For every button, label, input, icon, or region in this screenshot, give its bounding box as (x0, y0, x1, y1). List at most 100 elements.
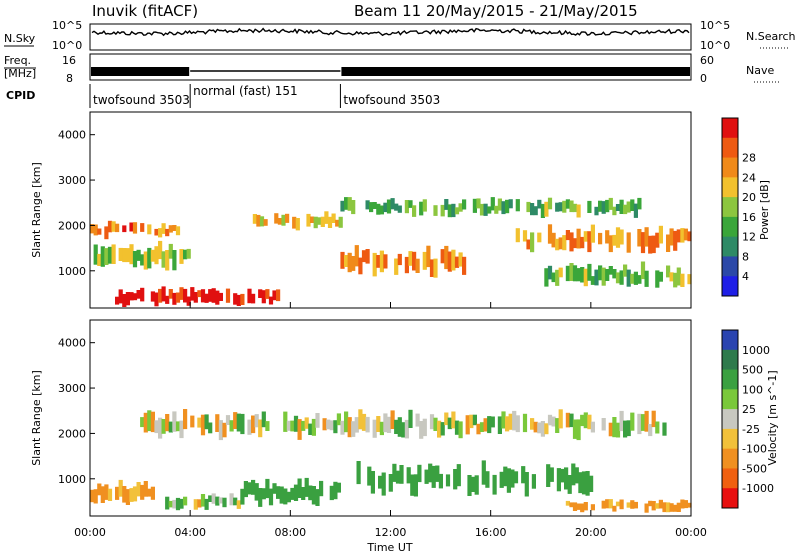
power-marks-cell-1-6 (111, 244, 116, 264)
xtick-label-2: 08:00 (274, 526, 306, 539)
power-marks-cell-6-11 (555, 238, 560, 251)
power-marks-cell-1-22 (168, 243, 173, 259)
power-marks-cell-3-29 (444, 199, 449, 210)
nsky-trace (91, 27, 690, 37)
power-marks-cell-0-1 (93, 224, 98, 236)
power-marks-cell-3-80 (626, 201, 631, 213)
power-marks-cell-7-3 (551, 272, 556, 283)
power-marks-cell-3-65 (572, 203, 578, 213)
nsky-panel-frame (89, 23, 692, 51)
vel-marks-cell-1-55 (549, 467, 554, 482)
power-marks-cell-6-45 (676, 229, 681, 243)
power-marks-cell-5-12 (383, 254, 388, 269)
vel-cbar-tick-6: -500 (742, 462, 767, 475)
vel-marks-cell-5-32 (680, 499, 685, 509)
vel-marks-cell-0-16 (197, 417, 202, 428)
power-marks-cell-6-15 (569, 232, 574, 252)
vel-marks-cell-1-44 (510, 469, 515, 488)
vel-marks-cell-0-139 (637, 413, 642, 435)
vel-marks-cell-2-0 (90, 489, 95, 503)
power-marks-cell-6-4 (530, 232, 535, 253)
vel-marks-cell-0-6 (161, 419, 166, 434)
ytick-label-2: 3000 (58, 174, 86, 187)
power-marks-cell-3-74 (605, 199, 610, 213)
power-marks-cell-2-44 (272, 290, 277, 301)
vel-marks-cell-0-86 (447, 417, 452, 430)
power-marks-cell-2-21 (190, 287, 195, 301)
vel-cbar-swatch-8 (722, 488, 738, 509)
power-marks-cell-2-24 (200, 289, 206, 303)
power-marks-cell-3-13 (386, 199, 392, 214)
power-marks-cell-6-20 (587, 231, 592, 253)
vel-marks-cell-4-18 (304, 477, 309, 497)
power-marks-cell-5-20 (412, 251, 417, 271)
nave-tick-top: 60 (700, 54, 714, 67)
vel-marks-cell-0-25 (229, 420, 234, 432)
power-marks-cell-3-16 (397, 205, 402, 213)
vel-marks-cell-0-81 (429, 414, 435, 430)
xlabel: Time UT (366, 541, 412, 554)
vel-marks-cell-1-29 (456, 464, 461, 487)
vel-marks-cell-5-2 (572, 502, 578, 511)
vel-marks-cell-0-134 (619, 410, 624, 432)
vel-marks-cell-0-66 (376, 416, 381, 432)
vel-marks-cell-1-41 (499, 471, 504, 488)
vel-marks-cell-5-18 (630, 500, 635, 509)
vel-marks-cell-1-23 (435, 465, 440, 482)
power-marks-cell-2-40 (258, 289, 263, 298)
nave-label: Nave (746, 64, 774, 77)
power-marks-cell-7-5 (558, 267, 563, 278)
power-marks-cell-3-55 (537, 199, 542, 209)
power-marks-cell-3-40 (483, 203, 488, 216)
power-marks-cell-1-27 (186, 248, 191, 259)
power-marks-cell-2-35 (240, 293, 245, 305)
vel-marks-cell-0-125 (587, 414, 592, 430)
power-marks-cell-6-17 (576, 228, 581, 249)
vel-marks-cell-1-32 (467, 475, 472, 496)
power-marks-cell-3-41 (487, 206, 492, 214)
vel-marks-cell-0-143 (651, 410, 656, 428)
vel-marks-cell-0-0 (140, 417, 145, 428)
nsky-tick-top: 10^5 (52, 19, 82, 32)
power-marks-cell-1-2 (97, 253, 102, 266)
power-marks-cell-5-0 (340, 251, 345, 269)
vel-marks-cell-0-41 (286, 420, 291, 431)
power-marks-cell-7-18 (605, 269, 610, 281)
vel-marks-cell-0-7 (165, 414, 170, 432)
vel-marks-cell-1-34 (474, 475, 479, 495)
vel-marks-cell-0-110 (533, 421, 538, 433)
power-marks-cell-0-11 (129, 222, 134, 232)
power-marks-cell-6-19 (583, 231, 588, 242)
vel-marks-cell-0-101 (501, 411, 506, 429)
vel-cbar-tick-1: 500 (742, 364, 763, 377)
power-marks-cell-3-31 (451, 203, 456, 218)
vel-marks-cell-0-63 (365, 416, 370, 433)
vel-marks-cell-3-9 (197, 499, 202, 508)
vel-marks-cell-0-111 (537, 422, 542, 434)
vel-marks-cell-0-129 (601, 418, 606, 431)
vel-cbar-swatch-2 (722, 369, 738, 390)
vel-marks-cell-0-72 (397, 417, 402, 437)
vel-marks-cell-2-10 (125, 489, 130, 505)
power-marks-cell-3-66 (576, 204, 581, 218)
vel-marks-cell-2-5 (107, 488, 113, 501)
vel-marks-cell-0-11 (179, 420, 184, 439)
power-marks-cell-3-47 (508, 199, 513, 209)
vel-marks-cell-1-20 (424, 469, 429, 484)
power-marks-cell-3-73 (601, 201, 606, 214)
ytick-label-0: 1000 (58, 265, 86, 278)
power-marks-cell-1-13 (136, 249, 141, 261)
vel-marks-cell-0-136 (626, 420, 631, 437)
vel-marks-cell-0-116 (555, 418, 560, 433)
power-marks-cell-3-75 (608, 197, 613, 210)
power-marks-cell-7-36 (669, 272, 674, 282)
power-marks-cell-2-3 (125, 292, 130, 306)
vel-marks-cell-2-2 (97, 483, 102, 496)
xtick-label-4: 16:00 (475, 526, 507, 539)
vel-marks-cell-1-60 (567, 475, 572, 494)
vel-marks-cell-0-70 (390, 410, 395, 429)
power-marks-cell-2-1 (118, 289, 123, 304)
vel-marks-cell-4-0 (240, 488, 245, 505)
power-marks-cell-4-12 (295, 218, 300, 231)
power-marks-cell-6-40 (658, 225, 663, 244)
